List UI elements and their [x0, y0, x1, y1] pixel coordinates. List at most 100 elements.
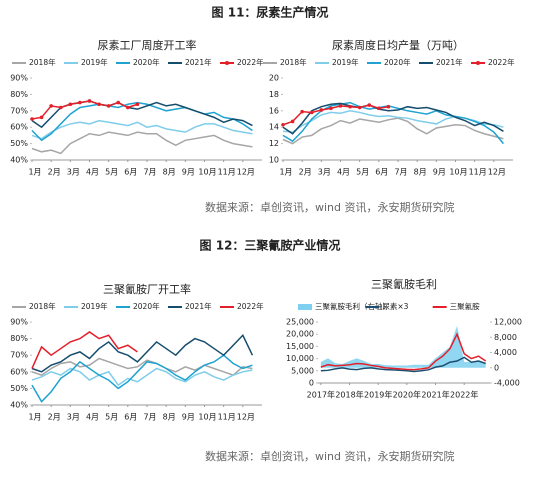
series-line — [31, 357, 253, 376]
y-tick-label: 16 — [269, 106, 279, 115]
x-tick-label: 2019年 — [364, 390, 392, 400]
x-tick-label: 2月 — [299, 168, 312, 177]
x-tick-label: 10月 — [449, 168, 467, 177]
y2-tick-label: -4,000 — [494, 379, 520, 388]
legend-label: 2021年 — [185, 301, 212, 311]
x-tick-label: 1月 — [28, 413, 41, 422]
y-tick-label: 0 — [309, 379, 314, 388]
point — [348, 104, 352, 109]
point — [68, 102, 73, 107]
point — [78, 100, 82, 105]
point — [49, 104, 53, 108]
series-line — [31, 100, 138, 120]
y-tick-label: 20 — [269, 74, 279, 83]
x-tick-label: 8月 — [163, 168, 176, 177]
y-tick-label: 50% — [10, 384, 28, 393]
legend-label: 2020年 — [384, 57, 411, 67]
series-line — [282, 117, 504, 145]
x-tick-label: 10月 — [198, 168, 216, 177]
x-tick-label: 12月 — [488, 168, 506, 177]
x-tick-label: 8月 — [414, 168, 427, 177]
y-tick-label: 40% — [10, 401, 28, 410]
legend-label: 尿素×3 — [382, 301, 408, 311]
point — [300, 109, 304, 114]
point — [58, 105, 63, 110]
x-tick-label: 2月 — [48, 168, 61, 177]
y-tick-label: 60% — [10, 123, 28, 132]
y2-tick-label: 12,000 — [494, 318, 522, 327]
series-line — [31, 333, 254, 373]
legend-label: 三聚氰胺毛利（右轴） — [315, 301, 390, 311]
legend-label: 2019年 — [81, 301, 108, 311]
x-tick-label: 8月 — [163, 413, 176, 422]
y-tick-label: 10 — [269, 156, 279, 165]
x-tick-label: 10月 — [198, 413, 216, 422]
y-tick-label: 14 — [269, 123, 279, 132]
y-tick-label: 80% — [10, 334, 28, 343]
legend-label: 2020年 — [133, 57, 160, 67]
legend-label: 2021年 — [436, 57, 463, 67]
x-tick-label: 2021年 — [421, 390, 449, 400]
y2-tick-label: 8,000 — [494, 333, 517, 342]
point — [386, 104, 391, 109]
x-tick-label: 3月 — [67, 413, 80, 422]
y-tick-label: 60% — [10, 367, 28, 376]
x-tick-label: 3月 — [318, 168, 331, 177]
point — [329, 106, 333, 111]
x-tick-label: 7月 — [143, 413, 156, 422]
point — [116, 100, 121, 105]
point — [309, 110, 314, 115]
x-tick-label: 11月 — [218, 168, 236, 177]
y-tick-label: 80% — [10, 90, 28, 99]
x-tick-label: 7月 — [143, 168, 156, 177]
point — [377, 106, 381, 111]
x-tick-label: 11月 — [469, 168, 487, 177]
chart-title: 三聚氰胺厂开工率 — [103, 282, 191, 296]
figure-title: 图 11：尿素生产情况 — [212, 5, 329, 20]
y-tick-label: 20,000 — [286, 330, 314, 339]
x-tick-label: 6月 — [124, 413, 137, 422]
x-tick-label: 5月 — [105, 413, 118, 422]
y-tick-label: 50% — [10, 139, 28, 148]
series-line — [31, 101, 253, 142]
series-line — [320, 332, 487, 371]
point — [357, 105, 362, 110]
figure-title: 图 12：三聚氰胺产业情况 — [200, 238, 341, 253]
y-tick-label: 15,000 — [286, 342, 314, 351]
point — [135, 102, 140, 107]
y-tick-label: 90% — [10, 318, 28, 327]
y-tick-label: 40% — [10, 156, 28, 165]
point — [281, 122, 285, 127]
y2-tick-label: 4,000 — [494, 348, 517, 357]
series-line — [282, 101, 504, 145]
y-tick-label: 18 — [269, 90, 279, 99]
point — [106, 104, 111, 108]
chart-title: 尿素周度日均产量（万吨） — [332, 38, 464, 52]
x-tick-label: 5月 — [356, 168, 369, 177]
legend-label: 2022年 — [488, 57, 515, 67]
legend-label: 2018年 — [280, 57, 307, 67]
series-line — [282, 102, 504, 135]
x-tick-label: 2月 — [48, 413, 61, 422]
legend-label: 2022年 — [237, 57, 264, 67]
point — [87, 99, 92, 103]
chart-title: 三聚氰胺毛利 — [371, 277, 437, 291]
series-line — [31, 354, 253, 403]
series-line — [31, 367, 253, 387]
x-tick-label: 6月 — [124, 168, 137, 177]
y-tick-label: 12 — [269, 139, 279, 148]
x-tick-label: 9月 — [433, 168, 446, 177]
series-line — [31, 131, 253, 155]
legend-label: 2020年 — [133, 301, 160, 311]
x-tick-label: 7月 — [394, 168, 407, 177]
x-tick-label: 2022年 — [450, 390, 478, 400]
legend-marker — [476, 61, 480, 65]
area — [320, 325, 486, 368]
x-tick-label: 2020年 — [393, 390, 421, 400]
x-tick-label: 4月 — [86, 413, 99, 422]
legend-label: 2018年 — [29, 57, 56, 67]
y-tick-label: 70% — [10, 351, 28, 360]
x-tick-label: 6月 — [375, 168, 388, 177]
point — [319, 108, 324, 112]
